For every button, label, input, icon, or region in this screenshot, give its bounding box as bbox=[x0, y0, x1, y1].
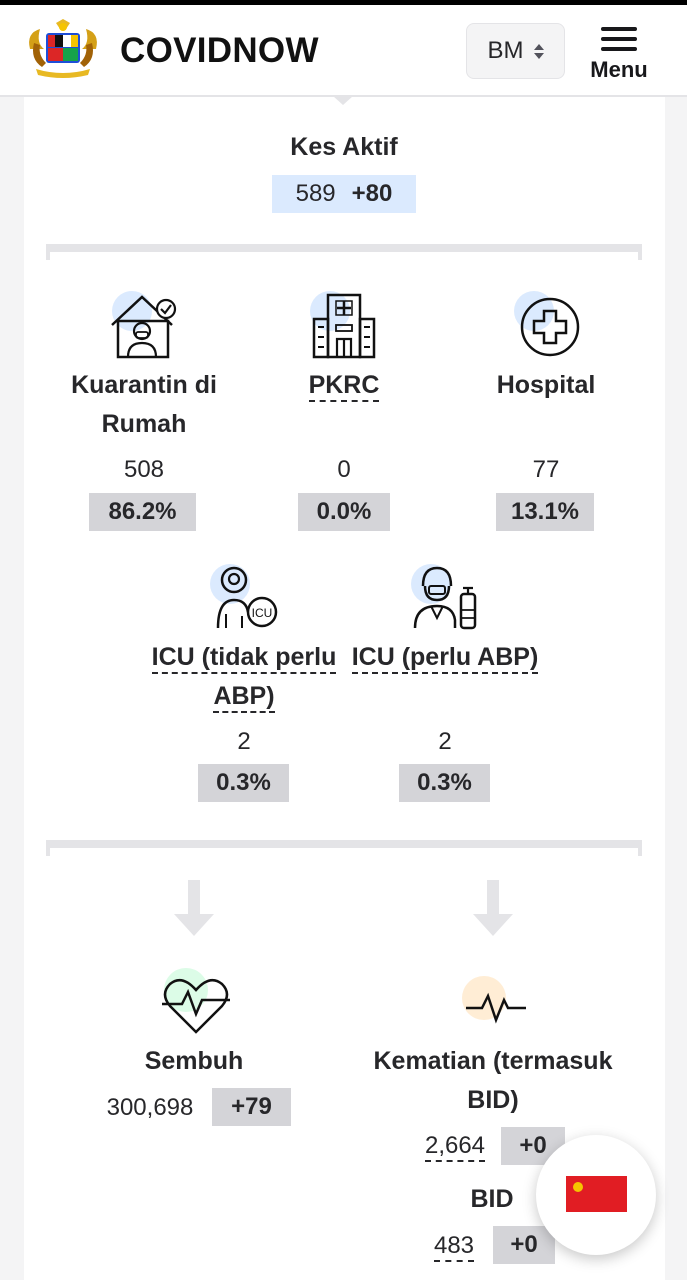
arrow-down-icon bbox=[174, 880, 214, 936]
arrow-down-icon bbox=[473, 880, 513, 936]
recovered-title: Sembuh bbox=[144, 1047, 244, 1075]
pkrc-label[interactable]: PKRC bbox=[244, 366, 444, 405]
icu-no-ventilator-value: 2 bbox=[237, 728, 251, 755]
hospital-value: 77 bbox=[532, 456, 560, 483]
select-arrows-icon bbox=[533, 43, 544, 59]
home-quarantine-percent: 86.2% bbox=[89, 493, 196, 531]
home-quarantine-label-line1: Kuarantin di bbox=[71, 371, 217, 399]
tooltip-notch bbox=[333, 96, 353, 105]
bid-value[interactable]: 483 bbox=[424, 1232, 484, 1262]
bid-change: +0 bbox=[493, 1226, 555, 1264]
language-value: BM bbox=[487, 37, 524, 64]
pkrc-percent: 0.0% bbox=[298, 493, 390, 531]
hospital-percent: 13.1% bbox=[496, 493, 594, 531]
icu-no-ventilator-percent: 0.3% bbox=[198, 764, 289, 802]
malaysia-coat-of-arms-logo[interactable] bbox=[22, 19, 104, 83]
home-quarantine-label: Kuarantin di Rumah bbox=[44, 366, 244, 444]
recovered-value: 300,698 bbox=[106, 1094, 194, 1121]
heart-pulse-icon bbox=[156, 962, 236, 1042]
active-cases-title: Kes Aktif bbox=[290, 133, 398, 161]
icu-ventilator-icon bbox=[405, 558, 485, 638]
state-flag-icon bbox=[566, 1176, 627, 1212]
icu-patient-icon: ICU bbox=[204, 558, 284, 638]
icu-ventilator-label[interactable]: ICU (perlu ABP) bbox=[345, 638, 545, 677]
icu-no-ventilator-label-line1: ICU (tidak perlu bbox=[151, 643, 337, 674]
home-quarantine-icon bbox=[104, 285, 184, 365]
active-cases-change: +80 bbox=[351, 180, 393, 207]
pulse-line-icon bbox=[454, 962, 534, 1042]
deaths-value[interactable]: 2,664 bbox=[414, 1132, 496, 1162]
hospital-cross-icon bbox=[506, 285, 586, 365]
state-flag-button[interactable] bbox=[536, 1135, 656, 1255]
deaths-title-line2: BID) bbox=[467, 1086, 519, 1114]
icu-ventilator-percent: 0.3% bbox=[399, 764, 490, 802]
site-header: COVIDNOW BM Menu bbox=[0, 5, 687, 97]
menu-button[interactable]: Menu bbox=[586, 25, 652, 89]
hamburger-icon bbox=[601, 27, 637, 51]
deaths-title: Kematian (termasuk BID) bbox=[364, 1042, 622, 1120]
hospital-label: Hospital bbox=[496, 371, 596, 399]
icu-ventilator-label-text: ICU (perlu ABP) bbox=[351, 643, 539, 674]
home-quarantine-label-line2: Rumah bbox=[101, 410, 187, 438]
icu-no-ventilator-label[interactable]: ICU (tidak perlu ABP) bbox=[144, 638, 344, 716]
section-divider bbox=[46, 244, 642, 260]
home-quarantine-value: 508 bbox=[123, 456, 165, 483]
pkrc-label-text: PKRC bbox=[308, 371, 380, 402]
bid-value-text: 483 bbox=[433, 1232, 475, 1262]
brand-title[interactable]: COVIDNOW bbox=[120, 31, 319, 70]
icu-no-ventilator-label-line2: ABP) bbox=[213, 682, 275, 713]
pkrc-value: 0 bbox=[337, 456, 351, 483]
flag-emblem-icon bbox=[573, 1182, 583, 1192]
deaths-value-text: 2,664 bbox=[424, 1132, 486, 1162]
menu-label: Menu bbox=[590, 57, 648, 82]
top-bar-edge bbox=[0, 0, 687, 5]
deaths-title-line1: Kematian (termasuk bbox=[373, 1047, 613, 1075]
icu-ventilator-value: 2 bbox=[438, 728, 452, 755]
language-select[interactable]: BM bbox=[466, 23, 565, 79]
active-cases-badge: 589 +80 bbox=[272, 175, 416, 213]
active-cases-value: 589 bbox=[295, 180, 336, 207]
svg-text:ICU: ICU bbox=[252, 606, 273, 620]
recovered-change: +79 bbox=[212, 1088, 291, 1126]
section-divider bbox=[46, 840, 642, 856]
bid-label: BID bbox=[470, 1185, 514, 1213]
pkrc-building-icon bbox=[304, 285, 384, 365]
